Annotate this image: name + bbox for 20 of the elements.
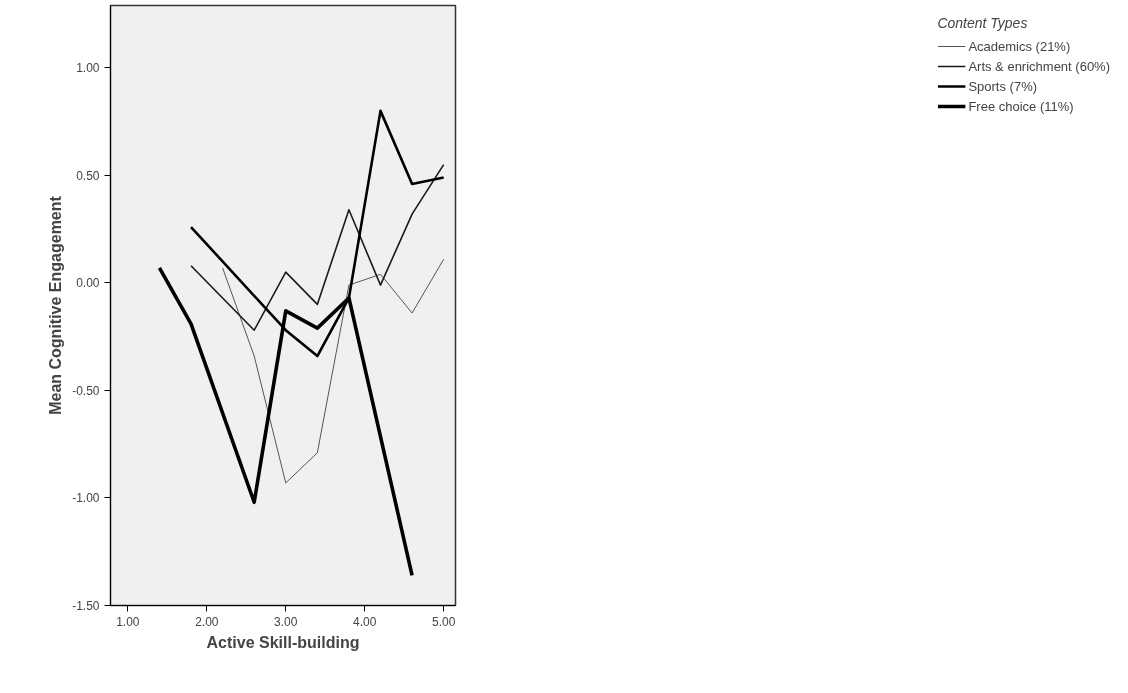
legend-title: Content Types	[937, 15, 1029, 31]
legend-label: Free choice (11%)	[968, 98, 1074, 114]
x-tick-label: 3.00	[274, 614, 298, 629]
y-tick-label: -0.50	[72, 383, 100, 398]
x-tick-label: 1.00	[116, 614, 140, 629]
legend-label: Arts & enrichment (60%)	[968, 58, 1110, 74]
legend-label: Academics (21%)	[968, 38, 1071, 54]
x-axis-title: Active Skill-building	[206, 633, 360, 651]
x-tick-label: 4.00	[353, 614, 377, 629]
line-series	[222, 258, 445, 484]
x-tick-label: 2.00	[195, 614, 219, 629]
y-tick-label: 0.00	[76, 276, 100, 291]
x-tick-label: 5.00	[431, 614, 456, 629]
y-tick-label: -1.50	[72, 599, 100, 613]
y-tick-label: -1.00	[72, 491, 100, 506]
y-axis-title: Mean Cognitive Engagement	[47, 195, 65, 415]
legend-label: Sports (7%)	[968, 78, 1038, 94]
y-tick-label: 0.50	[76, 168, 100, 183]
y-tick-label: 1.00	[76, 61, 100, 76]
line-series	[190, 163, 445, 332]
